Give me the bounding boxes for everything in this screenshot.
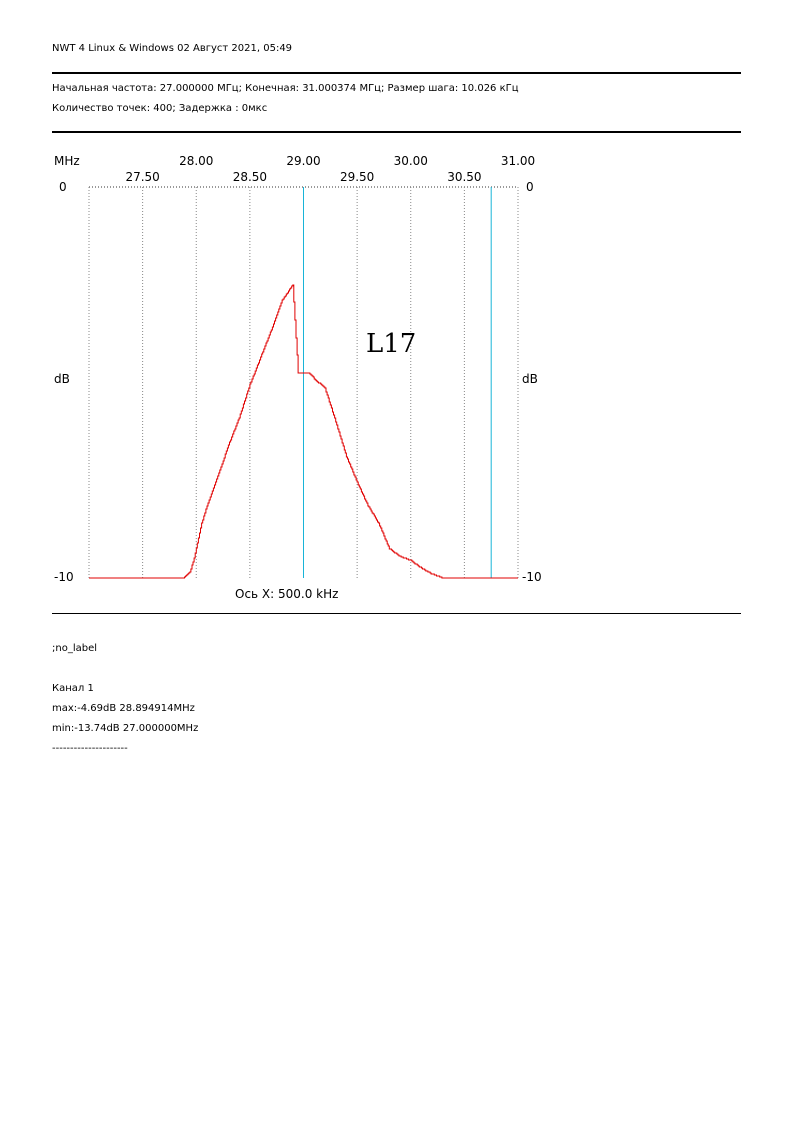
x-tick-label-bottom: 28.50 [233,170,267,184]
chart-rule-bottom [52,613,741,614]
x-tick-label-bottom: 29.50 [340,170,374,184]
x-tick-label-top: 31.00 [501,154,535,168]
x-unit-label: MHz [54,154,80,168]
channel-min: min:-13.74dB 27.000000MHz [52,723,199,734]
y-top-label-right: 0 [526,180,534,194]
x-tick-labels: 28.00 29.00 30.00 31.00 27.50 28.50 29.50 30.50 [125,154,535,184]
x-tick-label-top: 28.00 [179,154,213,168]
x-tick-label-bottom: 27.50 [125,170,159,184]
y-bottom-label-left: -10 [54,570,74,584]
frequency-markers [303,187,492,578]
y-unit-label-right: dB [522,372,538,386]
y-unit-label-left: dB [54,372,70,386]
footer-separator: --------------------- [52,743,128,754]
header-rule-bottom [52,131,741,133]
x-tick-label-bottom: 30.50 [447,170,481,184]
x-tick-label-top: 29.00 [286,154,320,168]
x-tick-label-top: 30.00 [394,154,428,168]
header-title: NWT 4 Linux & Windows 02 Август 2021, 05… [52,43,293,54]
chart-annotation: L17 [366,329,416,359]
points-delay-line: Количество точек: 400; Задержка : 0мкс [52,103,268,114]
y-bottom-label-right: -10 [522,570,542,584]
footer-label: ;no_label [52,643,98,654]
channel-title: Канал 1 [52,683,94,694]
response-trace [89,284,518,579]
frequency-response-chart: MHz 0 0 dB dB -10 -10 Ось X: 500.0 kHz L… [54,154,542,601]
x-axis-caption: Ось X: 500.0 kHz [235,587,338,601]
y-top-label-left: 0 [59,180,67,194]
header-rule-top [52,72,741,74]
channel-max: max:-4.69dB 28.894914MHz [52,703,195,714]
sweep-params-line: Начальная частота: 27.000000 МГц; Конечн… [52,83,519,94]
